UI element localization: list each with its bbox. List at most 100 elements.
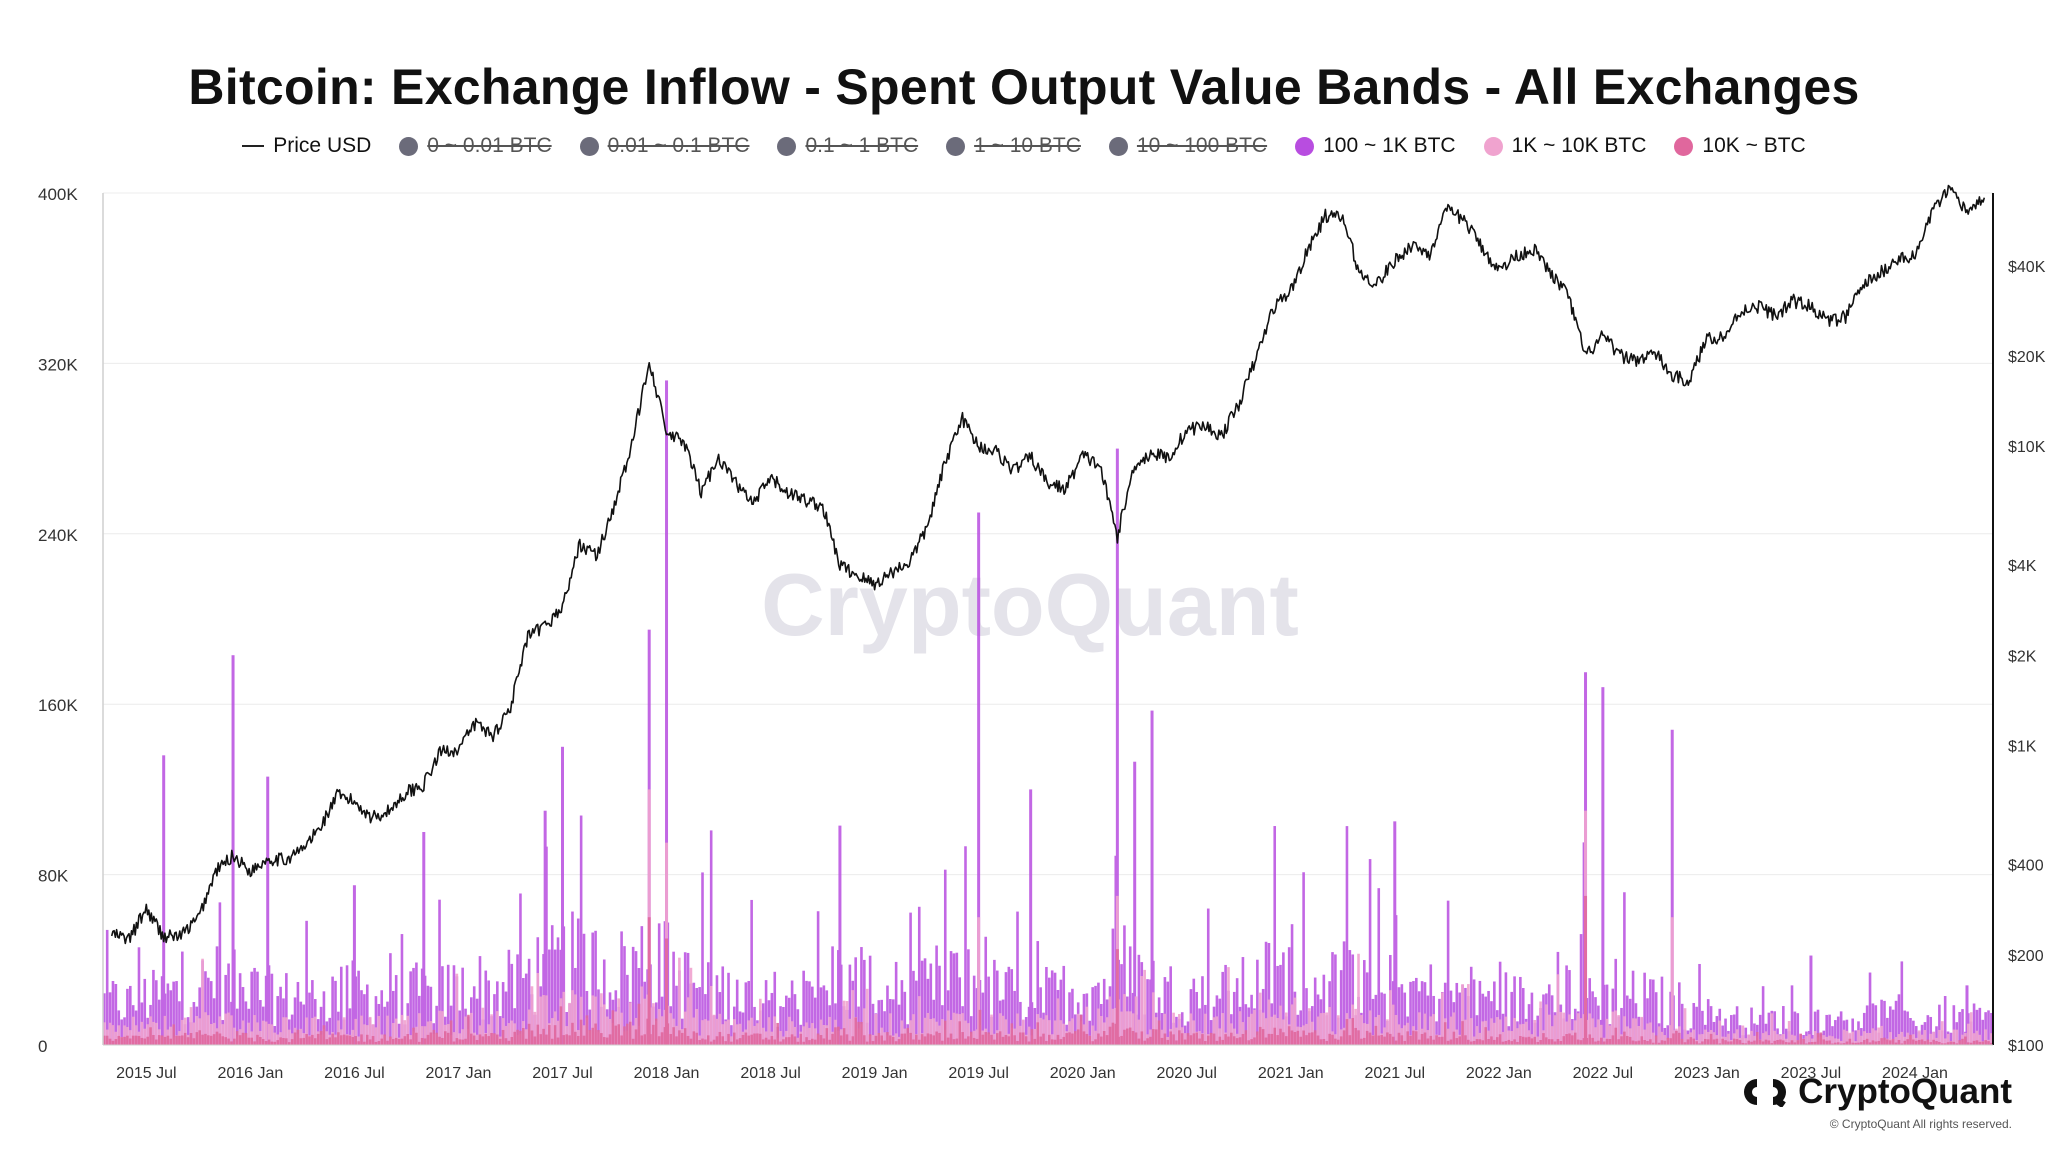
inflow-bar <box>1741 1025 1745 1045</box>
inflow-bar <box>1550 1026 1554 1045</box>
inflow-bar <box>441 1037 444 1045</box>
inflow-bar <box>793 1026 797 1045</box>
inflow-bar <box>256 971 259 1045</box>
inflow-bar <box>1345 1019 1349 1045</box>
inflow-bar <box>1351 1017 1355 1045</box>
inflow-bar <box>449 1020 453 1045</box>
inflow-bar <box>1443 1022 1447 1045</box>
inflow-bar <box>1192 978 1196 1045</box>
inflow-bar <box>339 1035 343 1045</box>
legend-item-4[interactable]: 1 ~ 10 BTC <box>946 134 1081 158</box>
inflow-bar <box>1562 1036 1566 1045</box>
inflow-bar <box>1128 946 1132 1045</box>
inflow-bar <box>845 1034 849 1045</box>
inflow-bar <box>660 1032 664 1045</box>
inflow-spike-bar <box>1029 789 1033 1045</box>
inflow-bar <box>1368 1032 1372 1045</box>
inflow-bar <box>1553 1015 1557 1045</box>
inflow-bar <box>458 1010 462 1045</box>
inflow-bar <box>1290 1004 1294 1045</box>
inflow-bar <box>1738 1025 1742 1045</box>
inflow-bar <box>701 872 704 1045</box>
x-tick-label: 2020 Jul <box>1156 1065 1217 1082</box>
inflow-bar <box>946 1037 950 1045</box>
inflow-bar <box>1683 1042 1687 1045</box>
inflow-bar <box>1764 1039 1768 1045</box>
inflow-bar <box>1472 979 1476 1045</box>
inflow-bar <box>1114 1023 1118 1045</box>
inflow-bar <box>1620 1036 1623 1045</box>
inflow-bar <box>1637 1040 1641 1045</box>
inflow-bar <box>285 1038 288 1045</box>
inflow-bar <box>1966 1042 1970 1045</box>
inflow-bar <box>108 1038 112 1045</box>
inflow-bar <box>1539 1001 1542 1045</box>
legend-item-7[interactable]: 1K ~ 10K BTC <box>1483 134 1646 158</box>
inflow-bar <box>779 1030 782 1045</box>
inflow-bar <box>446 1032 450 1045</box>
inflow-bar <box>1524 1021 1528 1045</box>
inflow-bar <box>715 1036 719 1045</box>
inflow-bar <box>813 1039 817 1045</box>
brand-logo[interactable]: CryptoQuant <box>1742 1072 2012 1112</box>
inflow-bar <box>1458 1036 1461 1045</box>
legend-item-1[interactable]: 0 ~ 0.01 BTC <box>399 134 552 158</box>
inflow-bar <box>915 980 918 1045</box>
inflow-bar <box>1649 979 1652 1045</box>
inflow-bar <box>357 1036 360 1045</box>
inflow-bar <box>325 1039 329 1045</box>
inflow-bar <box>984 936 988 1045</box>
legend-item-3[interactable]: 0.1 ~ 1 BTC <box>777 134 918 158</box>
inflow-bar <box>1623 1016 1626 1045</box>
inflow-bar <box>1958 1011 1961 1045</box>
legend-item-0[interactable]: Price USD <box>242 134 371 158</box>
inflow-bar <box>559 1006 563 1045</box>
legend-item-5[interactable]: 10 ~ 100 BTC <box>1108 134 1267 158</box>
inflow-bar <box>536 1024 540 1045</box>
inflow-bar <box>1591 1037 1594 1045</box>
inflow-bar <box>1900 961 1904 1045</box>
inflow-bar <box>712 1014 716 1045</box>
inflow-bar <box>418 1013 421 1045</box>
inflow-bar <box>1481 993 1485 1045</box>
inflow-bar <box>1042 1033 1045 1045</box>
inflow-bar <box>1591 1018 1594 1045</box>
inflow-bar <box>990 1014 993 1045</box>
inflow-bar <box>1631 1040 1635 1045</box>
inflow-bar <box>1654 992 1658 1045</box>
inflow-bar <box>923 958 927 1045</box>
inflow-bar <box>305 920 308 1045</box>
legend-item-8[interactable]: 10K ~ BTC <box>1674 134 1806 158</box>
inflow-bar <box>776 1022 779 1045</box>
inflow-bar <box>1871 1040 1875 1045</box>
inflow-bar <box>1284 1036 1288 1045</box>
inflow-bar <box>1698 963 1701 1045</box>
inflow-bar <box>1108 1026 1112 1045</box>
inflow-bar <box>209 1023 213 1045</box>
inflow-bar <box>328 1037 332 1045</box>
legend-item-6[interactable]: 100 ~ 1K BTC <box>1295 134 1456 158</box>
inflow-bar <box>201 1034 204 1045</box>
inflow-bar <box>426 1034 430 1045</box>
inflow-bar <box>1758 1014 1762 1045</box>
inflow-bar <box>1206 908 1210 1045</box>
inflow-bar <box>383 1006 386 1045</box>
inflow-bar <box>342 1034 346 1045</box>
inflow-bar <box>1761 986 1765 1045</box>
inflow-bar <box>1198 1031 1201 1045</box>
inflow-bar <box>941 1019 944 1045</box>
legend-item-2[interactable]: 0.01 ~ 0.1 BTC <box>579 134 749 158</box>
inflow-bar <box>406 1015 410 1045</box>
inflow-bar <box>1131 1013 1135 1045</box>
inflow-bar <box>1903 1040 1907 1045</box>
inflow-bar <box>1429 964 1433 1045</box>
inflow-bar <box>383 1034 386 1045</box>
inflow-bar <box>1305 1035 1308 1045</box>
inflow-bar <box>877 1033 881 1045</box>
inflow-bar <box>715 1018 719 1045</box>
inflow-bar <box>1579 934 1583 1045</box>
inflow-bar <box>1435 1035 1438 1045</box>
inflow-bar <box>1446 1040 1450 1045</box>
inflow-bar <box>1761 1033 1765 1045</box>
